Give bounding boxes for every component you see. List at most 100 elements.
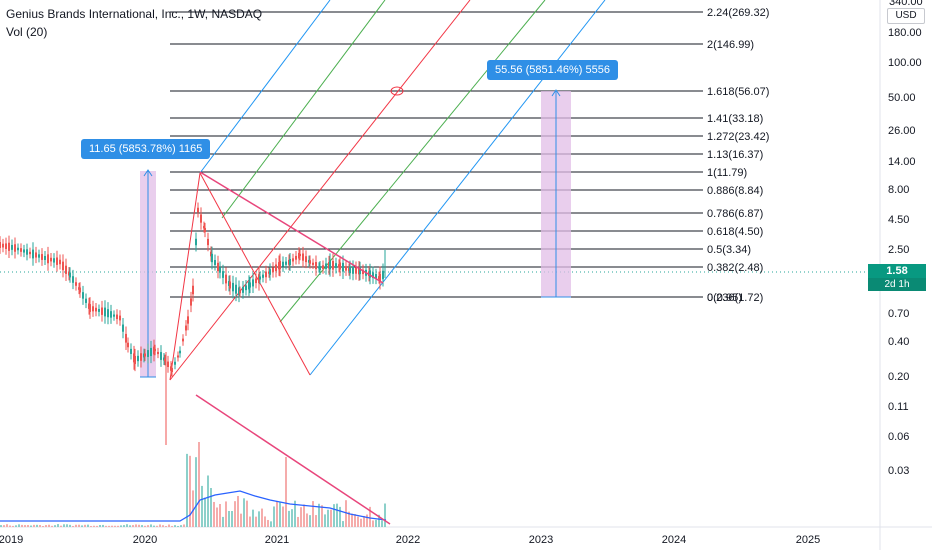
candle-body [182,338,184,342]
volume-bar [294,500,296,527]
candle-body [325,263,327,269]
volume-bar [6,524,8,527]
candle-body [235,284,237,294]
volume-bar [342,521,344,527]
volume-bar [177,525,179,527]
volume-bar [213,501,215,527]
volume-bar [165,525,167,527]
candle-body [160,352,162,360]
fib-level-label: 1.13(16.37) [707,149,763,161]
volume-bar [51,525,53,527]
volume-bar [300,507,302,527]
price-tick-label: 0.20 [888,371,909,383]
volume-bar [24,525,26,527]
candle-body [17,247,19,251]
candle-body [32,249,34,259]
candle-body [44,256,46,260]
candle-body [232,282,234,292]
time-axis-label: 2022 [396,534,420,546]
volume-bar [198,442,200,527]
price-tick-label: 180.00 [888,27,922,39]
candle-body [113,314,115,317]
volume-indicator-label[interactable]: Vol (20) [6,25,48,39]
price-tick-label: 4.50 [888,214,909,226]
candle-body [305,256,307,263]
volume-bar [57,524,59,527]
candle-body [98,308,100,312]
volume-bar [117,525,119,527]
volume-bar [87,524,89,527]
volume-bar [279,502,281,527]
measure-callout-right[interactable]: 55.56 (5851.46%) 5556 [487,60,618,80]
volume-bar [315,515,317,527]
volume-bar [183,524,185,527]
volume-bar [366,514,368,527]
candle-body [262,274,264,278]
fib-level-label: 1.41(33.18) [707,113,763,125]
fib-level-label: 1.272(23.42) [707,131,769,143]
candle-body [190,298,192,306]
candle-body [204,227,206,233]
volume-bar [231,510,233,527]
volume-bar [225,501,227,527]
volume-bar [318,503,320,527]
volume-bar [261,508,263,527]
volume-bar [3,525,5,527]
measure-arrow-head-right [551,89,561,97]
volume-bar [9,525,11,527]
volume-bar [357,516,359,527]
pitchfork-anchor-line [169,172,201,381]
volume-bar [273,506,275,527]
volume-bar [180,525,182,527]
trendline-price[interactable] [199,171,384,284]
volume-bar [192,490,194,527]
volume-bar [114,525,116,527]
time-axis-label: 2021 [265,534,289,546]
volume-bar [126,524,128,527]
volume-bar [276,501,278,527]
volume-bar [246,500,248,527]
volume-bar [168,524,170,527]
candle-body [41,254,43,260]
volume-bar [207,475,209,527]
volume-bar [312,501,314,527]
candle-body [229,281,231,289]
volume-bar [354,514,356,527]
candle-body [69,272,71,278]
volume-bar [336,503,338,527]
price-tick-label: 0.03 [888,465,909,477]
volume-ma-line [0,490,387,522]
volume-bar [216,507,218,527]
currency-button[interactable]: USD [887,8,925,24]
price-tick-label: 340.00 [889,0,923,8]
volume-bar [270,521,272,527]
candle-body [200,214,202,223]
candle-body [252,279,254,287]
volume-bar [93,525,95,527]
volume-bar [384,503,386,527]
candle-body [50,257,52,262]
candle-body [8,242,10,251]
candle-body [369,270,371,278]
volume-bar [144,525,146,527]
volume-bar [99,525,101,527]
volume-bar [258,511,260,527]
candle-body [127,342,129,348]
measure-callout-left[interactable]: 11.65 (5853.78%) 1165 [81,139,211,159]
volume-bar [297,516,299,527]
symbol-title[interactable]: Genius Brands International, Inc., 1W, N… [6,7,263,21]
candle-body [285,261,287,265]
pitchfork-handle-point[interactable] [390,86,404,96]
trendline-volume[interactable] [195,394,391,525]
volume-bar [78,524,80,527]
candle-body [79,287,81,293]
volume-bar [21,524,23,527]
volume-bar [108,525,110,527]
candle-body [140,353,142,361]
volume-bar [240,513,242,527]
candle-body [174,361,176,365]
volume-bar [81,525,83,527]
volume-bar [249,516,251,527]
